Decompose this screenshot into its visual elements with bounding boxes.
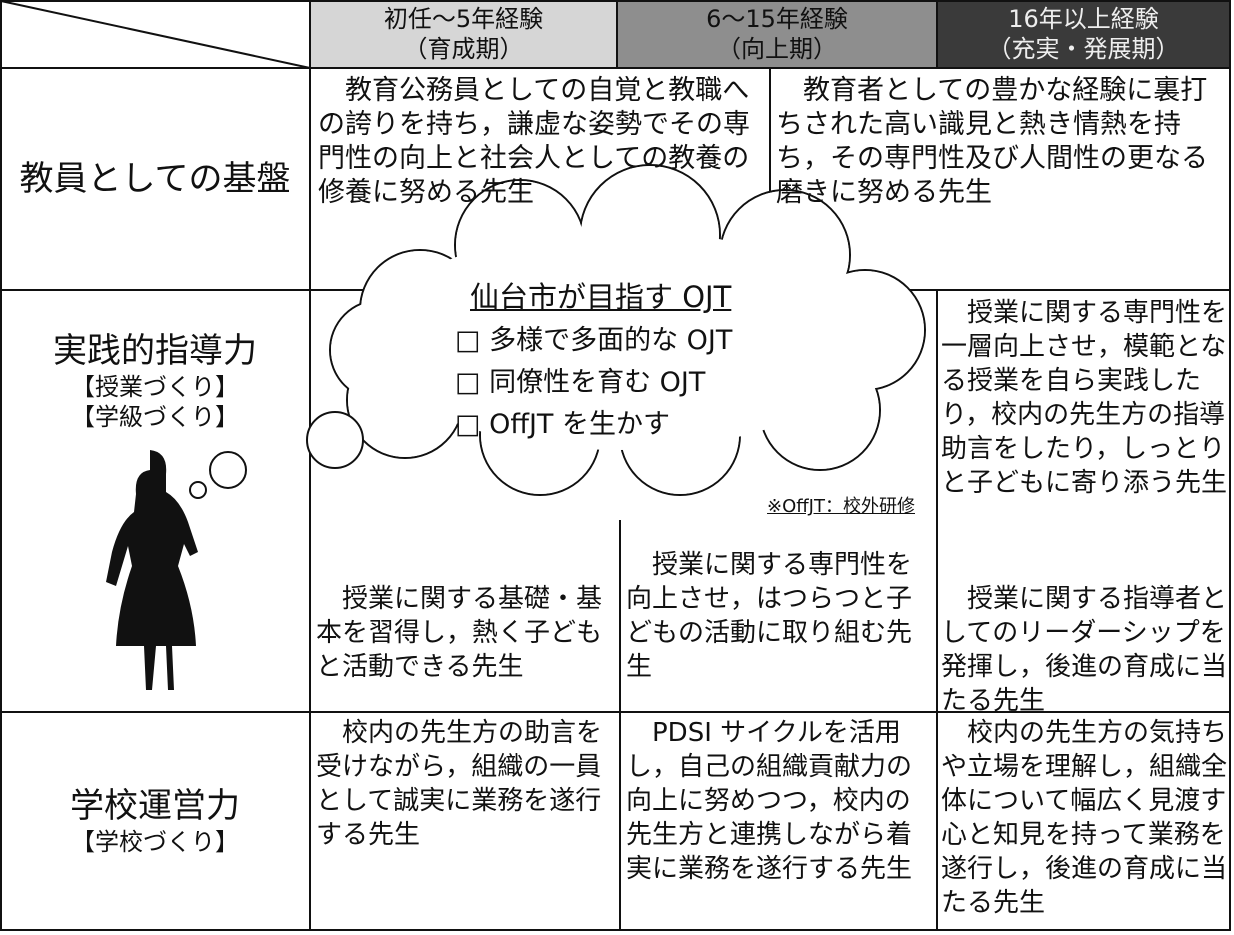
cell-text: PDSI サイクルを活用し，自己の組織貢献力の向上に努めつつ，校内の先生方と連携… (626, 718, 913, 884)
cloud-fill (331, 166, 924, 494)
cell-text: 授業に関する専門性を一層向上させ，模範となる授業を自ら実践したり，校内の先生方の… (941, 298, 1228, 498)
cell-text: 校内の先生方の気持ちや立場を理解し，組織全体について幅広く見渡す心と知見を持って… (941, 718, 1228, 918)
row-title: 学校運営力 (70, 786, 240, 826)
header-bg (617, 1, 937, 68)
row-sublabel: 【学校づくり】 (71, 828, 239, 856)
cloud-item: □ 同僚性を育む OJT (455, 367, 706, 398)
cloud-title: 仙台市が目指す OJT (470, 280, 732, 314)
cell-text: 校内の先生方の助言を受けながら，組織の一員として誠実に業務を遂行する先生 (316, 718, 603, 850)
cell-text: 授業に関する専門性を向上させ，はつらつと子どもの活動に取り組む先生 (626, 550, 913, 682)
cloud-item: □ OffJT を生かす (455, 409, 670, 440)
row-label: 実践的指導力 【授業づくり】 【学級づくり】 (0, 330, 310, 432)
row-sublabel: 【学級づくり】 (71, 403, 239, 431)
cell-text: 授業に関する基礎・基本を習得し，熱く子どもと活動できる先生 (316, 584, 603, 682)
header-cell: 16年以上経験 （充実・発展期） (937, 0, 1230, 68)
row-title: 教員としての基盤 (19, 159, 291, 199)
header-stage: （充実・発展期） (987, 35, 1180, 63)
header-stage: （向上期） (717, 35, 837, 63)
header-years: 初任～5年経験 (383, 5, 544, 33)
row-sublabel: 【授業づくり】 (71, 373, 239, 401)
header-cell: 初任～5年経験 （育成期） (310, 0, 617, 68)
header-bg (937, 1, 1230, 68)
cloud-item: □ 多様で多面的な OJT (455, 325, 733, 356)
header-years: 16年以上経験 (1008, 5, 1159, 33)
header-bg (310, 1, 617, 68)
row-label: 教員としての基盤 (0, 158, 310, 200)
cell-text: 授業に関する指導者としてのリーダーシップを発揮し，後進の育成に当たる先生 (941, 584, 1228, 716)
thought-bubbles (189, 411, 364, 499)
cell-text: 教育者としての豊かな経験に裏打ちされた高い識見と熱き情熱を持ち，その専門性及び人… (776, 75, 1208, 208)
header-cell: 6～15年経験 （向上期） (617, 0, 937, 68)
row-title: 実践的指導力 (53, 331, 257, 371)
diagonal (0, 0, 311, 69)
row-label: 学校運営力 【学校づくり】 (0, 785, 310, 857)
silhouette (106, 450, 198, 690)
header-years: 6～15年経験 (706, 5, 848, 33)
cell-text: 教育公務員としての自覚と教職への誇りを持ち，謙虚な姿勢でその専門性の向上と社会人… (318, 75, 750, 208)
cloud-note: ※OffJT：校外研修 (767, 496, 915, 517)
header-stage: （育成期） (403, 35, 524, 63)
